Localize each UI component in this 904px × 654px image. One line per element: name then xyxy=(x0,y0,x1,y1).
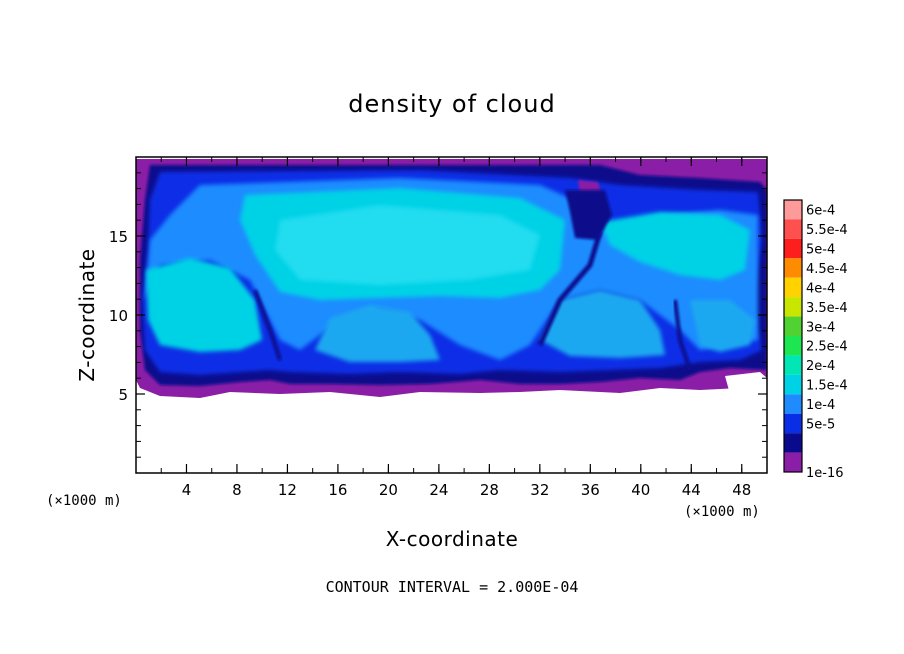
x-tick-label: 40 xyxy=(631,481,650,499)
colorbar-swatch xyxy=(784,200,802,220)
x-tick-label: 20 xyxy=(379,481,398,499)
white-gap-right xyxy=(725,372,767,395)
navy-plume xyxy=(565,190,612,240)
dark-streak-a xyxy=(537,231,603,347)
colorbar-label: 5e-4 xyxy=(806,243,835,258)
x-tick-label: 4 xyxy=(182,481,192,499)
colorbar-label: 2.5e-4 xyxy=(806,340,848,355)
x-axis-title: X-coordinate xyxy=(386,527,519,551)
colorbar-swatch xyxy=(784,394,802,414)
core-middle-dome-a xyxy=(315,305,440,362)
colorbar-swatch xyxy=(784,336,802,356)
x-tick-label: 48 xyxy=(732,481,751,499)
colorbar-label: 2e-4 xyxy=(806,359,835,374)
colorbar-swatch xyxy=(784,452,802,472)
colorbar-label: 1e-4 xyxy=(806,398,835,413)
x-tick-label: 16 xyxy=(328,481,347,499)
chart-title: density of cloud xyxy=(348,90,555,118)
colorbar-label: 5e-5 xyxy=(806,417,835,432)
colorbar-label: 6e-4 xyxy=(806,204,835,219)
colorbar-swatch xyxy=(784,238,802,259)
colorbar-swatch xyxy=(784,413,802,434)
x-unit-label-right: (×1000 m) xyxy=(684,504,760,520)
y-axis-title: Z-coordinate xyxy=(75,248,99,381)
density-field xyxy=(136,157,767,473)
y-ticks: 5 10 15 xyxy=(109,156,767,474)
colorbar-frame xyxy=(783,199,803,473)
y-tick-label: 15 xyxy=(109,228,128,246)
x-tick-label: 12 xyxy=(278,481,297,499)
dark-streak-b xyxy=(253,289,282,361)
colorbar-swatch xyxy=(784,297,802,317)
colorbar-swatch xyxy=(784,355,802,375)
colorbar-label: 5.5e-4 xyxy=(806,223,848,238)
colorbar-swatch xyxy=(784,219,802,239)
x-tick-label: 32 xyxy=(530,481,549,499)
colorbar-label: 1e-16 xyxy=(806,466,844,481)
footer-contour-interval: CONTOUR INTERVAL = 2.000E-04 xyxy=(326,578,579,596)
dark-streak-c xyxy=(673,299,692,371)
core-left-dome xyxy=(146,258,262,352)
colorbar-swatch xyxy=(784,258,802,278)
colorbar-swatch xyxy=(784,374,802,395)
x-tick-label: 24 xyxy=(429,481,448,499)
x-tick-label: 44 xyxy=(682,481,701,499)
colorbar-swatch xyxy=(784,277,802,298)
y-tick-label: 10 xyxy=(109,307,128,325)
x-tick-label: 8 xyxy=(232,481,242,499)
colorbar-label: 4e-4 xyxy=(806,281,835,296)
y-tick-label: 5 xyxy=(118,386,128,404)
x-tick-label: 36 xyxy=(581,481,600,499)
x-ticks: 4 8 12 16 20 24 28 32 36 40 44 48 xyxy=(135,157,768,499)
x-tick-label: 28 xyxy=(480,481,499,499)
colorbar-label: 4.5e-4 xyxy=(806,262,848,277)
core-middle-dome-b xyxy=(540,290,665,358)
colorbar-label: 3.5e-4 xyxy=(806,301,848,316)
colorbar-swatch xyxy=(784,433,802,453)
core-inner-peak xyxy=(275,205,540,285)
colorbar-label: 3e-4 xyxy=(806,320,835,335)
core-right-region xyxy=(600,212,750,280)
x-unit-label-left: (×1000 m) xyxy=(46,493,122,509)
colorbar-label: 1.5e-4 xyxy=(806,379,848,394)
colorbar-swatch xyxy=(784,316,802,336)
core-right-lower xyxy=(690,300,755,352)
colorbar: 6e-4 5.5e-4 5e-4 4.5e-4 4e-4 3.5e-4 3e-4 2.5e-4… xyxy=(783,199,848,481)
